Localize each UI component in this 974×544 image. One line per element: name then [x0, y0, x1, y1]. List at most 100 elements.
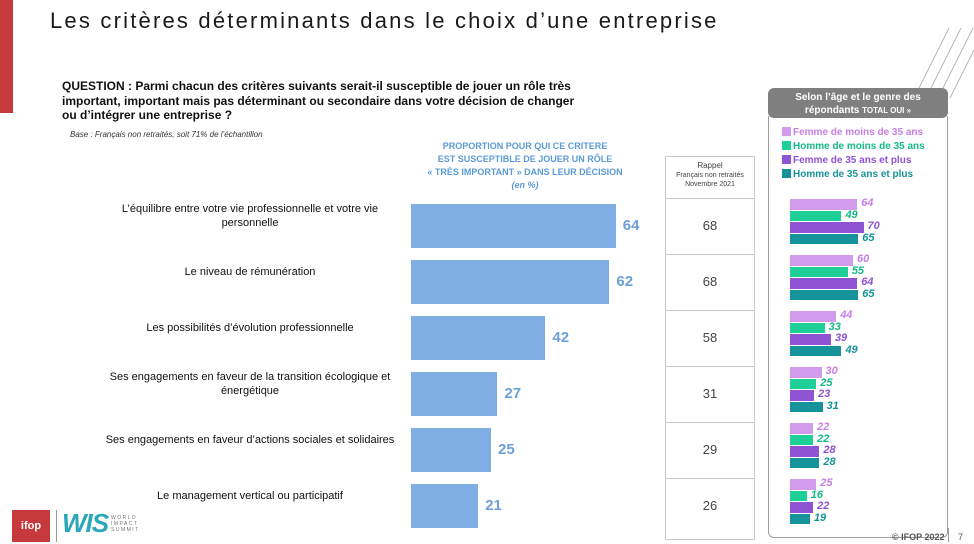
- group-bar: [790, 434, 814, 445]
- proportion-header-line: PROPORTION POUR QUI CE CRITERE: [442, 141, 608, 151]
- bar: [411, 428, 491, 472]
- decorative-lines: [913, 28, 974, 98]
- group-bar-value-label: 30: [825, 365, 838, 377]
- right-panel-box: [768, 116, 948, 538]
- legend-item-homme-moins-35: Homme de moins de 35 ans: [782, 141, 925, 152]
- group-bar: [790, 334, 831, 345]
- page-number: 7: [958, 532, 964, 542]
- group-bar: [790, 345, 842, 356]
- group-bar-value-label: 22: [817, 500, 830, 512]
- rappel-header: Rappel Français non retraités Novembre 2…: [665, 161, 755, 190]
- bar: [411, 316, 546, 360]
- category-label: Le niveau de rémunération: [184, 266, 316, 278]
- wis-logo: WIS: [62, 508, 109, 538]
- accent-bar: [0, 0, 13, 113]
- rappel-separator: [665, 422, 755, 423]
- group-bar: [790, 390, 815, 401]
- wis-logo-subtitle: WORLD IMPACT SUMMIT: [111, 515, 140, 533]
- category-label: Les possibilités d’évolution professionn…: [146, 322, 354, 334]
- ifop-logo: ifop: [12, 510, 50, 542]
- group-bar-value-label: 25: [820, 477, 833, 489]
- rappel-value: 29: [702, 442, 718, 457]
- bar-value-label: 27: [504, 385, 522, 402]
- category-label: L’équilibre entre votre vie professionne…: [121, 203, 379, 229]
- bar-value-label: 21: [485, 497, 502, 514]
- group-bar: [790, 479, 817, 490]
- group-bar: [790, 266, 848, 277]
- category-label: Ses engagements en faveur d’actions soci…: [105, 434, 395, 446]
- right-panel-header: Selon l’âge et le genre des répondants T…: [768, 88, 948, 118]
- group-bar: [790, 378, 817, 389]
- group-bar: [790, 210, 842, 221]
- bar-value-label: 62: [616, 273, 634, 290]
- copyright: © IFOP 2022: [892, 532, 945, 542]
- group-bar: [790, 322, 825, 333]
- proportion-header-line: EST SUSCEPTIBLE DE JOUER UN RÔLE: [437, 154, 613, 164]
- group-bar: [790, 502, 814, 513]
- footer-divider: [948, 528, 949, 542]
- bar: [411, 372, 498, 416]
- right-panel-header-line2a: répondants: [804, 105, 863, 116]
- category-label: Ses engagements en faveur de la transiti…: [109, 371, 391, 397]
- group-bar: [790, 457, 820, 468]
- group-bar: [790, 278, 858, 289]
- legend-item-femme-moins-35: Femme de moins de 35 ans: [782, 127, 923, 138]
- legend-swatch: [782, 169, 791, 178]
- logo-divider: [56, 510, 57, 542]
- group-bar: [790, 255, 853, 266]
- group-bar: [790, 222, 864, 233]
- group-bar-value-label: 49: [845, 208, 858, 221]
- group-bar-value-label: 70: [867, 220, 880, 232]
- bar: [411, 204, 616, 248]
- group-bar-value-label: 60: [857, 253, 870, 265]
- group-bar-value-label: 55: [851, 264, 864, 277]
- rappel-value: 26: [702, 498, 718, 513]
- sample-base: Base : Français non retraités, soit 71% …: [70, 130, 263, 139]
- bar-value-label: 42: [552, 329, 570, 346]
- group-bar: [790, 367, 822, 378]
- bar: [411, 484, 479, 528]
- group-bar-value-label: 65: [862, 231, 875, 244]
- bar: [411, 260, 610, 304]
- group-bar-value-label: 16: [810, 488, 824, 501]
- group-bar-value-label: 65: [862, 287, 875, 300]
- proportion-header-line: « TRÈS IMPORTANT » DANS LEUR DÉCISION: [427, 167, 623, 177]
- legend-label: Femme de 35 ans et plus: [793, 155, 912, 166]
- group-bar: [790, 513, 810, 524]
- group-bar-value-label: 22: [817, 421, 830, 433]
- rappel-separator: [665, 198, 755, 199]
- rappel-population: Français non retraités: [676, 171, 744, 179]
- group-bar-value-label: 64: [861, 276, 874, 288]
- group-bar: [790, 401, 823, 412]
- group-bar: [790, 199, 858, 210]
- group-bar: [790, 423, 814, 434]
- category-label: Le management vertical ou participatif: [157, 490, 343, 502]
- rappel-value: 68: [702, 274, 718, 289]
- group-bar-value-label: 49: [845, 343, 858, 356]
- group-bar: [790, 233, 859, 244]
- group-bar-value-label: 44: [840, 309, 853, 321]
- rappel-separator: [665, 366, 755, 367]
- legend-label: Femme de moins de 35 ans: [793, 127, 924, 138]
- proportion-header-unit: (en %): [511, 180, 539, 190]
- rappel-separator: [665, 478, 755, 479]
- legend-item-homme-35-plus: Homme de 35 ans et plus: [782, 169, 913, 180]
- group-bar-value-label: 22: [817, 432, 830, 445]
- group-bar: [790, 311, 837, 322]
- group-bar-value-label: 28: [823, 444, 836, 456]
- rappel-separator: [665, 254, 755, 255]
- group-bar: [790, 490, 807, 501]
- group-bar-value-label: 23: [818, 388, 831, 400]
- legend-swatch: [782, 141, 791, 150]
- group-bar-value-label: 31: [826, 399, 839, 412]
- group-bar-value-label: 33: [828, 320, 841, 333]
- right-panel-header-line2b: TOTAL OUI »: [862, 106, 912, 115]
- group-bar: [790, 446, 820, 457]
- legend-item-femme-35-plus: Femme de 35 ans et plus: [782, 155, 911, 166]
- legend-swatch: [782, 127, 791, 136]
- rappel-value: 58: [702, 330, 718, 345]
- group-bar-value-label: 39: [834, 332, 848, 344]
- group-bar: [790, 289, 859, 300]
- legend-label: Homme de 35 ans et plus: [793, 169, 914, 180]
- legend-label: Homme de moins de 35 ans: [793, 141, 925, 152]
